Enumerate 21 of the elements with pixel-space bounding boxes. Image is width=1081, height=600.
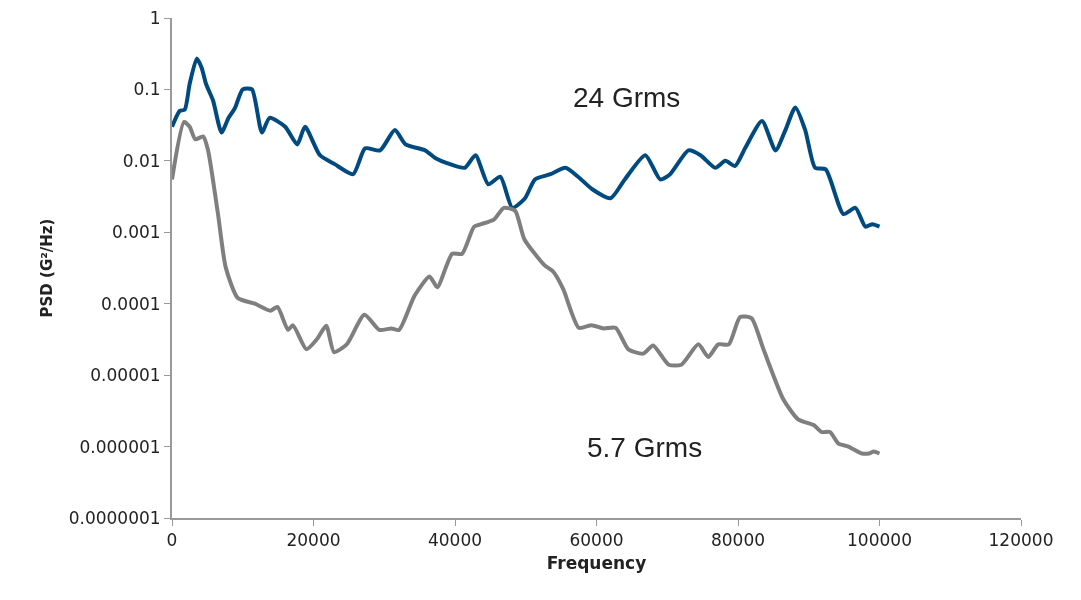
y-tick-label: 0.1 — [133, 79, 161, 100]
x-tick-label: 60000 — [569, 530, 624, 551]
y-tick-label: 0.001 — [111, 222, 161, 243]
x-tick-label: 0 — [166, 530, 178, 551]
x-axis-title: Frequency — [546, 553, 647, 574]
y-tick-label: 0.000001 — [79, 436, 161, 457]
annotation: 5.7 Grms — [587, 432, 703, 463]
line-series — [172, 120, 882, 456]
x-tick-label: 20000 — [286, 530, 341, 551]
x-tick-label: 80000 — [710, 530, 766, 551]
y-tick-label: 0.00001 — [90, 365, 161, 386]
y-tick-label: 0.0000001 — [68, 507, 161, 528]
x-tick-label: 120000 — [988, 530, 1054, 551]
y-tick-label: 0.0001 — [101, 293, 161, 314]
x-tick-label: 40000 — [427, 530, 483, 551]
y-tick-label: 0.01 — [122, 150, 161, 171]
x-tick-label: 100000 — [847, 530, 912, 551]
y-axis-title: PSD (G²/Hz) — [38, 218, 57, 318]
y-tick-label: 1 — [149, 7, 161, 28]
annotation: 24 Grms — [573, 82, 681, 113]
line-series — [172, 56, 882, 229]
